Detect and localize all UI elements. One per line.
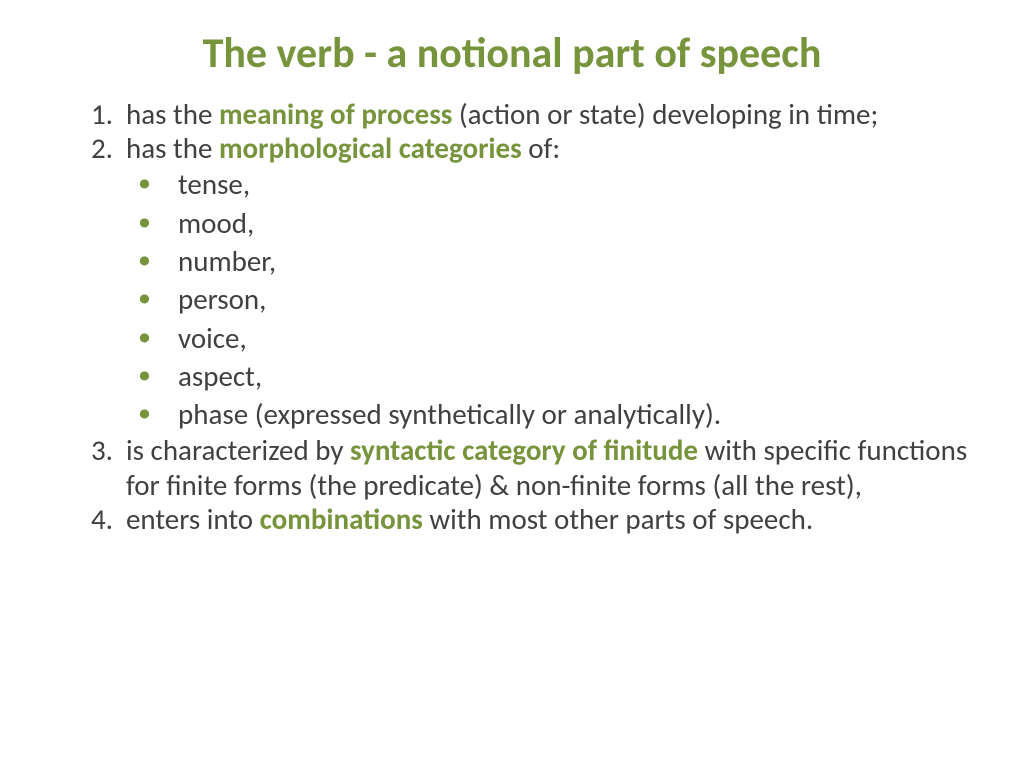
item4-emphasis: combinations xyxy=(260,501,423,537)
sub-item-tense: tense, xyxy=(126,165,976,203)
item1-text-b: (action or state) developing in time; xyxy=(452,96,878,132)
sub-item-person: person, xyxy=(126,280,976,318)
list-item-1: has the meaning of process (action or st… xyxy=(48,97,976,131)
item1-text-a: has the xyxy=(126,96,219,132)
title-part-a: The verb xyxy=(203,28,355,79)
sub-item-phase: phase (expressed synthetically or analyt… xyxy=(126,395,976,433)
sub-item-mood: mood, xyxy=(126,204,976,242)
item3-text-a: is characterized by xyxy=(126,432,350,468)
slide-title: The verb - a notional part of speech xyxy=(48,28,976,79)
sub-item-number: number, xyxy=(126,242,976,280)
sub-item-voice: voice, xyxy=(126,319,976,357)
item3-emphasis: syntactic category of finitude xyxy=(350,432,698,468)
sub-item-aspect: aspect, xyxy=(126,357,976,395)
list-item-3: is characterized by syntactic category o… xyxy=(48,433,976,501)
list-item-2: has the morphological categories of: ten… xyxy=(48,131,976,433)
item4-text-b: with most other parts of speech. xyxy=(423,501,813,537)
item2-text-b: of: xyxy=(522,130,560,166)
title-dash: - xyxy=(355,28,387,79)
item1-emphasis: meaning of process xyxy=(219,96,452,132)
item4-text-a: enters into xyxy=(126,501,260,537)
sub-list: tense, mood, number, person, voice, aspe… xyxy=(126,165,976,433)
item2-emphasis: morphological categories xyxy=(219,130,522,166)
item2-text-a: has the xyxy=(126,130,219,166)
list-item-4: enters into combinations with most other… xyxy=(48,502,976,536)
title-part-b: a notional part of speech xyxy=(387,28,822,79)
main-list: has the meaning of process (action or st… xyxy=(48,97,976,536)
